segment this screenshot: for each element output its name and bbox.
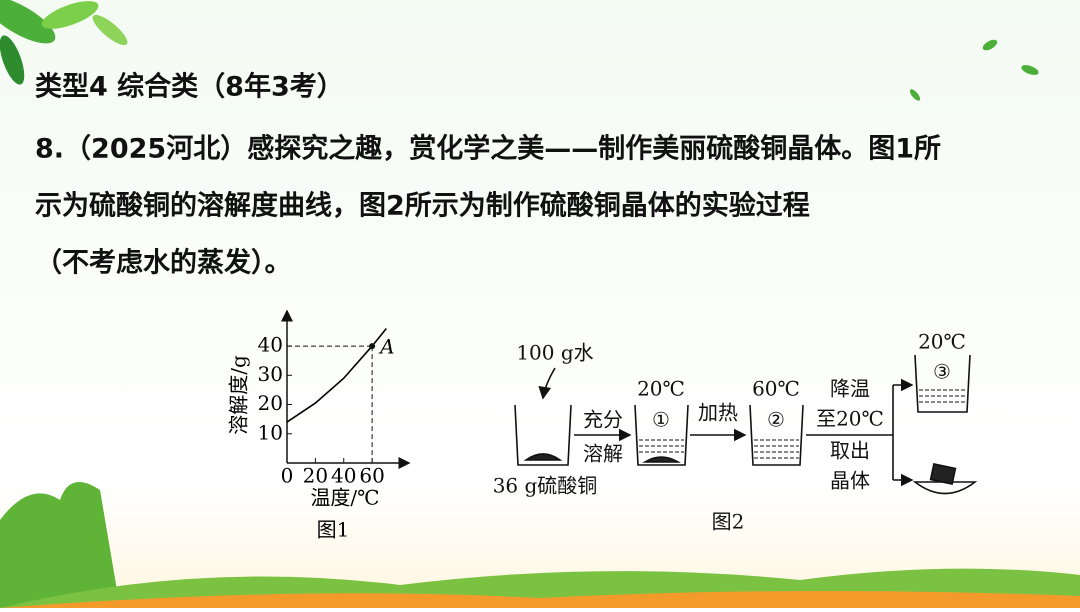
figure-2 — [514, 354, 978, 495]
y-tick-label: 20 — [258, 391, 283, 415]
crystals — [642, 456, 681, 463]
beaker — [634, 404, 689, 466]
label: ① — [652, 408, 670, 432]
label: 取出 — [830, 439, 870, 463]
dish — [912, 481, 978, 495]
label: 20℃ — [918, 330, 966, 354]
label: 36 g硫酸铜 — [493, 474, 598, 498]
point — [369, 343, 376, 350]
label: 至20℃ — [816, 407, 884, 431]
annotation: A — [378, 335, 394, 359]
y-tick-label: 40 — [258, 333, 283, 357]
x-tick-label: 0 — [281, 464, 294, 488]
question-line: （不考虑水的蒸发）。 — [35, 247, 292, 279]
figure-2-labels: 100 g水 36 g硫酸铜 充分 溶解 20℃ ① 加热 60℃ ② 降温 至… — [493, 330, 966, 534]
leaves — [0, 0, 1039, 101]
x-tick-label: 60 — [359, 464, 384, 488]
label: 60℃ — [752, 377, 800, 401]
solution — [639, 439, 684, 453]
label: 溶解 — [583, 442, 623, 466]
x-axis-label: 温度/℃ — [310, 486, 379, 510]
x-tick-label: 20 — [303, 464, 328, 488]
caption: 图2 — [712, 510, 745, 534]
crystal — [929, 462, 957, 486]
grass — [0, 482, 1080, 608]
x-tick-label: 40 — [331, 464, 356, 488]
beaker — [914, 354, 971, 413]
y-tick-label: 30 — [258, 362, 283, 386]
arrow — [538, 367, 556, 400]
beaker — [514, 404, 572, 466]
label: 加热 — [698, 401, 738, 425]
beaker — [749, 404, 804, 466]
label: 20℃ — [637, 377, 685, 401]
label: 充分 — [583, 408, 623, 432]
label: 降温 — [830, 377, 870, 401]
y-tick-label: 10 — [258, 420, 283, 444]
question-line: 8.（2025河北）感探究之趣，赏化学之美——制作美丽硫酸铜晶体。图1所 — [35, 133, 941, 165]
section-title: 类型4 综合类（8年3考） — [35, 71, 344, 103]
question-line: 示为硫酸铜的溶解度曲线，图2所示为制作硫酸铜晶体的实验过程 — [35, 190, 810, 222]
label: ③ — [933, 360, 951, 384]
curve — [286, 328, 387, 423]
crystals — [523, 453, 563, 461]
y-axis-label: 溶解度/g — [227, 355, 251, 435]
label: 晶体 — [830, 469, 870, 493]
solution — [919, 389, 966, 403]
label: ② — [767, 408, 785, 432]
caption: 图1 — [317, 518, 350, 542]
label: 100 g水 — [516, 341, 593, 365]
